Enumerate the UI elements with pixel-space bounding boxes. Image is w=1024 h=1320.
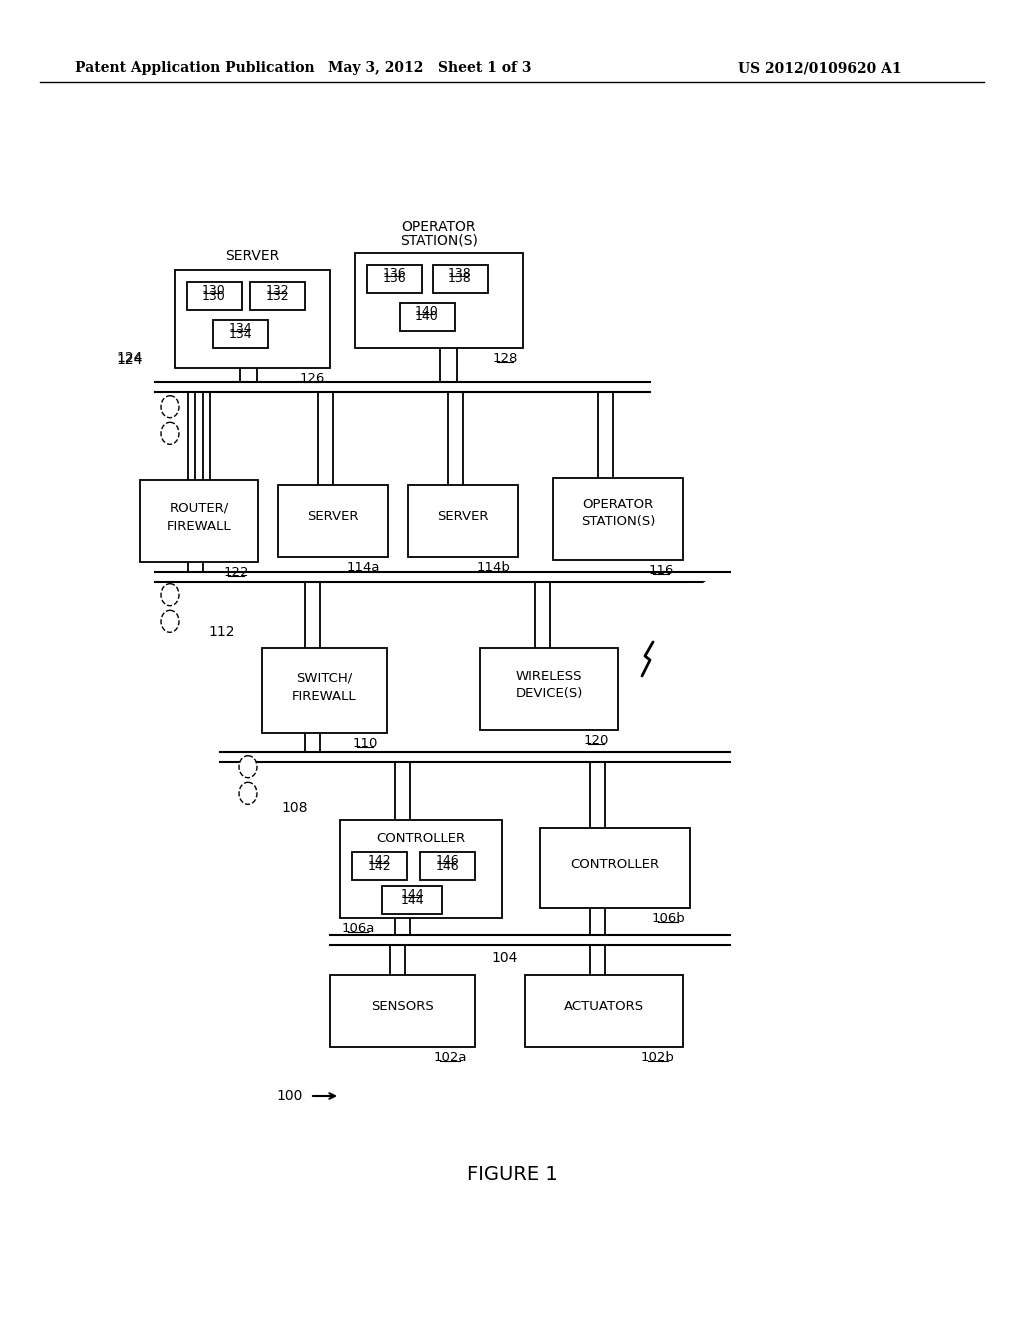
Text: 136: 136 <box>382 272 406 285</box>
Text: 128: 128 <box>493 352 518 366</box>
Text: 106a: 106a <box>341 921 375 935</box>
Bar <box>553 478 683 560</box>
Bar <box>187 282 242 310</box>
Text: STATION(S): STATION(S) <box>400 234 478 247</box>
Bar <box>278 484 388 557</box>
Circle shape <box>738 606 778 645</box>
Text: 124: 124 <box>117 352 143 367</box>
Bar <box>525 975 683 1047</box>
Text: FIREWALL: FIREWALL <box>167 520 231 532</box>
Ellipse shape <box>239 755 257 777</box>
Text: FIGURE 1: FIGURE 1 <box>467 1166 557 1184</box>
Text: OPERATOR: OPERATOR <box>583 498 653 511</box>
Bar <box>480 648 618 730</box>
Bar <box>540 828 690 908</box>
Bar <box>400 304 455 331</box>
Circle shape <box>670 614 710 653</box>
Text: CONTROLLER: CONTROLLER <box>377 832 466 845</box>
Text: 146: 146 <box>435 859 459 873</box>
Text: 134: 134 <box>228 327 252 341</box>
Text: 132: 132 <box>265 289 289 302</box>
Text: ACTUATORS: ACTUATORS <box>564 1001 644 1014</box>
Bar <box>355 253 523 348</box>
Text: 126: 126 <box>299 372 325 385</box>
Bar <box>367 265 422 293</box>
Text: 124: 124 <box>117 351 143 366</box>
Ellipse shape <box>239 783 257 804</box>
Circle shape <box>672 583 712 624</box>
Text: 108: 108 <box>282 801 308 814</box>
Ellipse shape <box>161 583 179 606</box>
Circle shape <box>692 578 748 634</box>
Bar <box>140 480 258 562</box>
Bar <box>433 265 488 293</box>
Text: SWITCH/: SWITCH/ <box>296 672 352 685</box>
Text: 134: 134 <box>228 322 252 335</box>
Text: 112: 112 <box>209 624 236 639</box>
Text: 138: 138 <box>449 272 472 285</box>
Text: 114b: 114b <box>476 561 510 574</box>
Text: 100: 100 <box>276 1089 303 1104</box>
Text: 118: 118 <box>710 640 734 653</box>
Bar <box>250 282 305 310</box>
Text: SERVER: SERVER <box>225 249 280 263</box>
Text: DEVICE(S): DEVICE(S) <box>515 688 583 701</box>
Bar <box>352 851 407 880</box>
Text: ROUTER/: ROUTER/ <box>169 502 228 515</box>
Text: CONTROLLER: CONTROLLER <box>570 858 659 870</box>
Bar <box>175 271 330 368</box>
Text: 138: 138 <box>449 267 472 280</box>
Bar <box>340 820 502 917</box>
Text: OPERATOR: OPERATOR <box>401 220 476 234</box>
Bar <box>330 975 475 1047</box>
Text: 146: 146 <box>435 854 459 867</box>
Text: 110: 110 <box>352 737 378 750</box>
Text: STATION(S): STATION(S) <box>581 516 655 528</box>
Text: 122: 122 <box>223 566 249 579</box>
Text: 114a: 114a <box>346 561 380 574</box>
Text: 142: 142 <box>368 859 391 873</box>
Text: 106b: 106b <box>651 912 685 925</box>
Circle shape <box>660 598 705 642</box>
Text: 102a: 102a <box>433 1051 467 1064</box>
Ellipse shape <box>161 610 179 632</box>
Text: 102b: 102b <box>641 1051 675 1064</box>
Text: 130: 130 <box>202 289 226 302</box>
Text: 140: 140 <box>415 310 439 323</box>
Text: WIRELESS: WIRELESS <box>516 669 583 682</box>
Text: SERVER: SERVER <box>437 511 488 524</box>
Text: May 3, 2012   Sheet 1 of 3: May 3, 2012 Sheet 1 of 3 <box>329 61 531 75</box>
Text: 132: 132 <box>265 284 289 297</box>
Text: FIREWALL: FIREWALL <box>292 689 356 702</box>
Text: SENSORS: SENSORS <box>371 1001 434 1014</box>
Bar <box>382 886 442 913</box>
Text: 130: 130 <box>202 284 226 297</box>
Circle shape <box>720 616 764 660</box>
Text: 104: 104 <box>492 950 518 965</box>
Circle shape <box>691 616 739 664</box>
Bar <box>408 484 518 557</box>
Text: 144: 144 <box>400 888 424 902</box>
Text: 136: 136 <box>382 267 406 280</box>
Text: US 2012/0109620 A1: US 2012/0109620 A1 <box>738 61 902 75</box>
Text: 116: 116 <box>648 564 674 577</box>
Ellipse shape <box>161 396 179 417</box>
Ellipse shape <box>161 422 179 445</box>
Bar <box>262 648 387 733</box>
Text: 144: 144 <box>400 894 424 907</box>
Bar <box>420 851 475 880</box>
Text: 142: 142 <box>368 854 391 867</box>
Text: Patent Application Publication: Patent Application Publication <box>75 61 314 75</box>
Circle shape <box>726 587 770 632</box>
Text: 120: 120 <box>584 734 608 747</box>
Text: SERVER: SERVER <box>307 511 358 524</box>
Bar <box>213 319 268 348</box>
Text: 140: 140 <box>415 305 439 318</box>
